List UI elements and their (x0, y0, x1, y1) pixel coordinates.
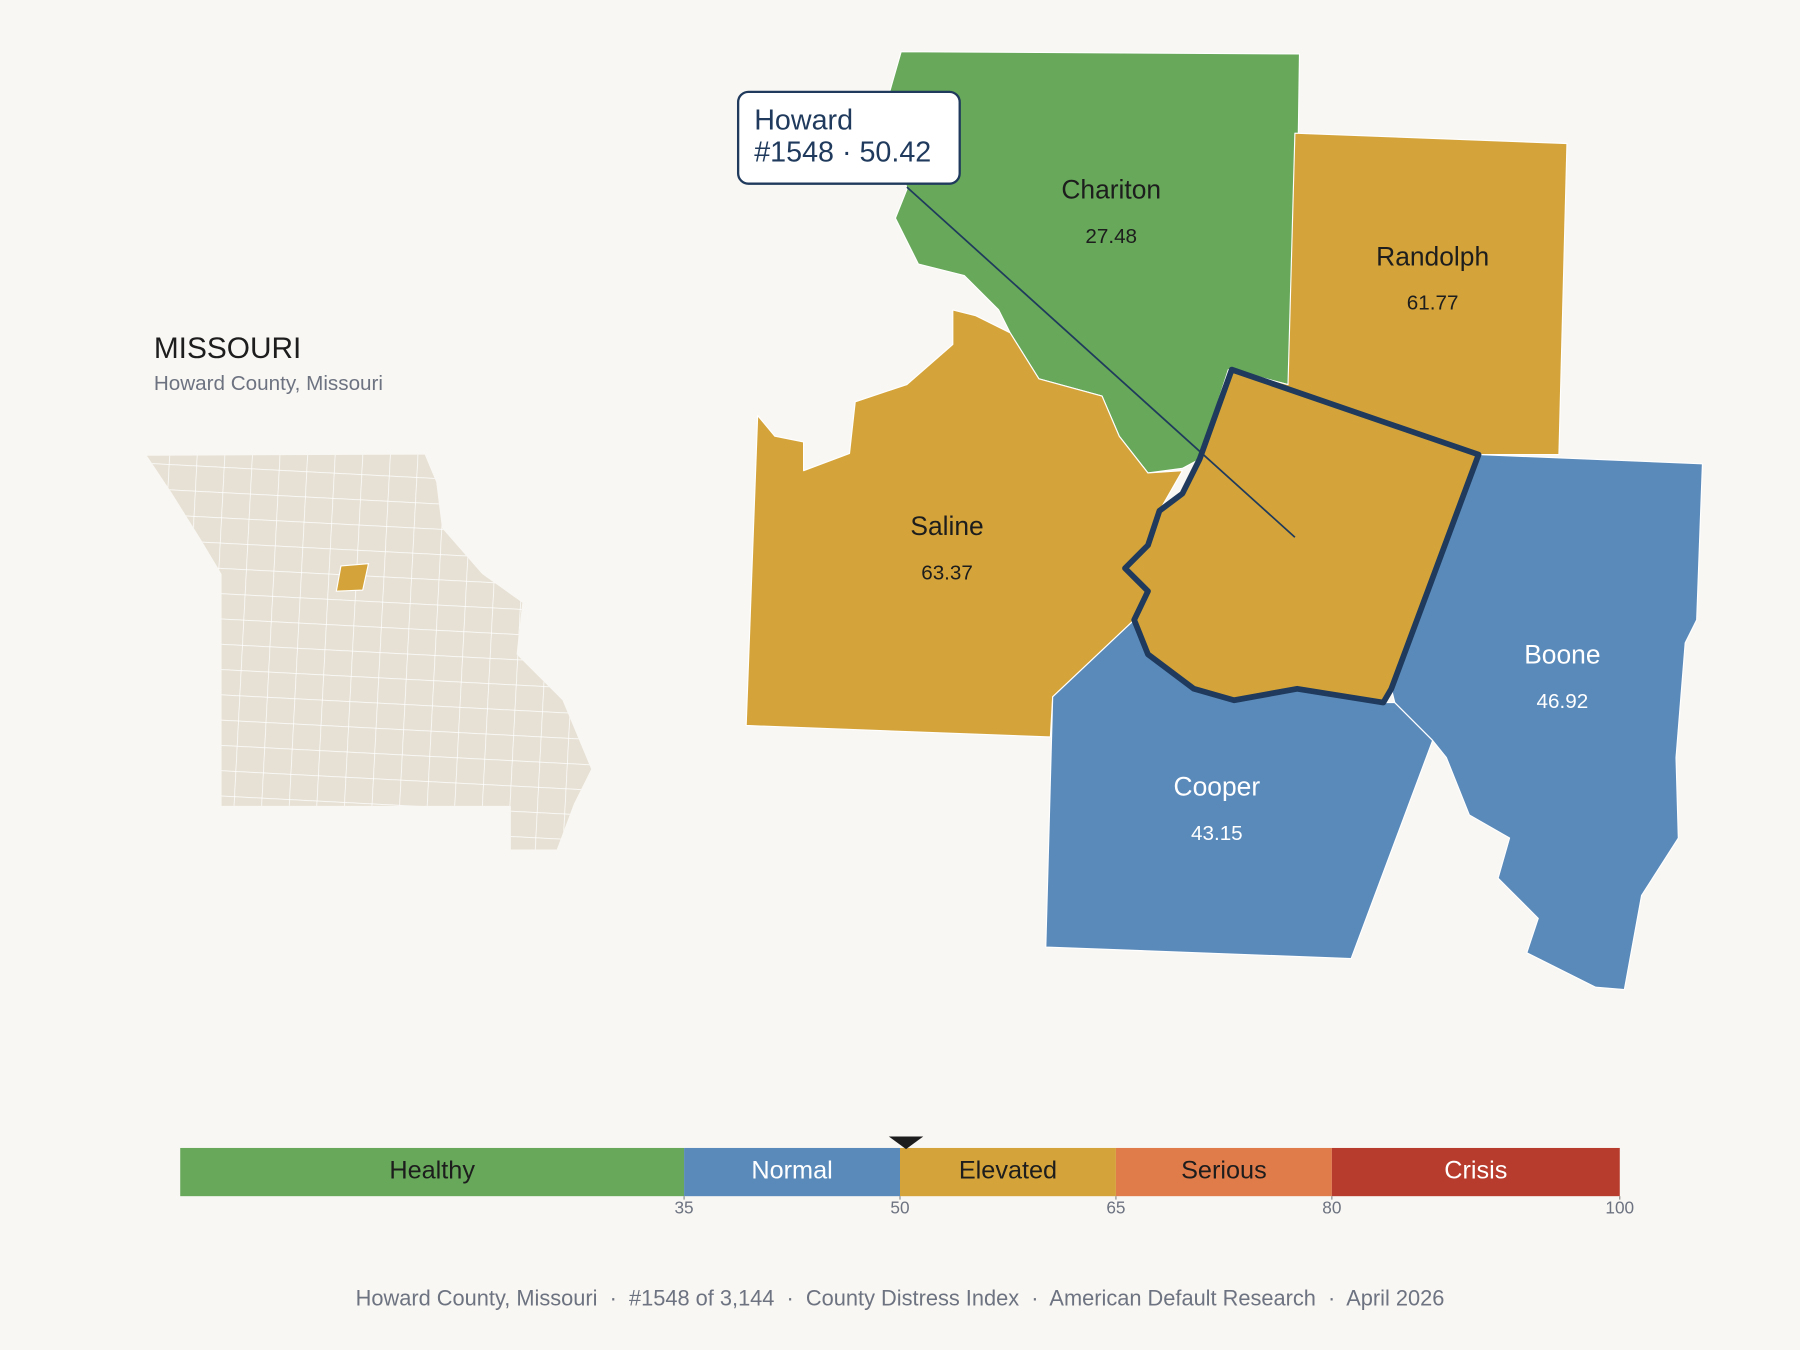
county-value: 63.37 (921, 561, 973, 584)
county-name: Boone (1524, 640, 1600, 670)
title: MISSOURI (154, 332, 302, 365)
legend-tick-label: 65 (1106, 1197, 1125, 1217)
selected-county-shape[interactable] (1122, 366, 1482, 706)
legend-tick-label: 35 (674, 1197, 693, 1217)
legend-band-label: Serious (1181, 1157, 1267, 1185)
legend-band-label: Normal (751, 1157, 832, 1185)
county-grid (146, 454, 592, 850)
county-value: 27.48 (1085, 225, 1137, 248)
tooltip-title: Howard (754, 104, 853, 136)
locator-highlight (335, 563, 370, 592)
legend-band-label: Elevated (959, 1157, 1057, 1185)
legend-band-label: Crisis (1444, 1157, 1507, 1185)
state-locator (146, 454, 592, 850)
county-value: 46.92 (1537, 690, 1589, 713)
county-shape[interactable] (1390, 454, 1703, 991)
county-name: Saline (910, 511, 983, 541)
county-value: 43.15 (1191, 822, 1243, 845)
tooltip-box (736, 90, 961, 185)
legend-tick-label: 100 (1605, 1197, 1634, 1217)
county-name: Cooper (1174, 772, 1261, 802)
county-value: 61.77 (1407, 292, 1459, 315)
legend-band (1331, 1147, 1620, 1197)
subtitle: Howard County, Missouri (154, 372, 383, 395)
legend-band (1115, 1147, 1332, 1197)
legend-tick-label: 50 (890, 1197, 909, 1217)
legend-band-label: Healthy (389, 1157, 475, 1185)
legend: Healthy Normal Elevated Serious Crisis 35 50 65… (180, 1136, 1634, 1217)
county-name: Chariton (1061, 175, 1161, 205)
legend-tick-label: 80 (1322, 1197, 1341, 1217)
legend-band (684, 1147, 900, 1197)
footer: Howard County, Missouri · #1548 of 3,144… (356, 1285, 1445, 1310)
legend-band (900, 1147, 1116, 1197)
tooltip-leader (906, 186, 1296, 538)
legend-pointer (888, 1136, 924, 1150)
tooltip-detail: #1548 · 50.42 (754, 136, 931, 168)
legend-band (180, 1147, 685, 1197)
county-name: Randolph (1376, 241, 1489, 271)
